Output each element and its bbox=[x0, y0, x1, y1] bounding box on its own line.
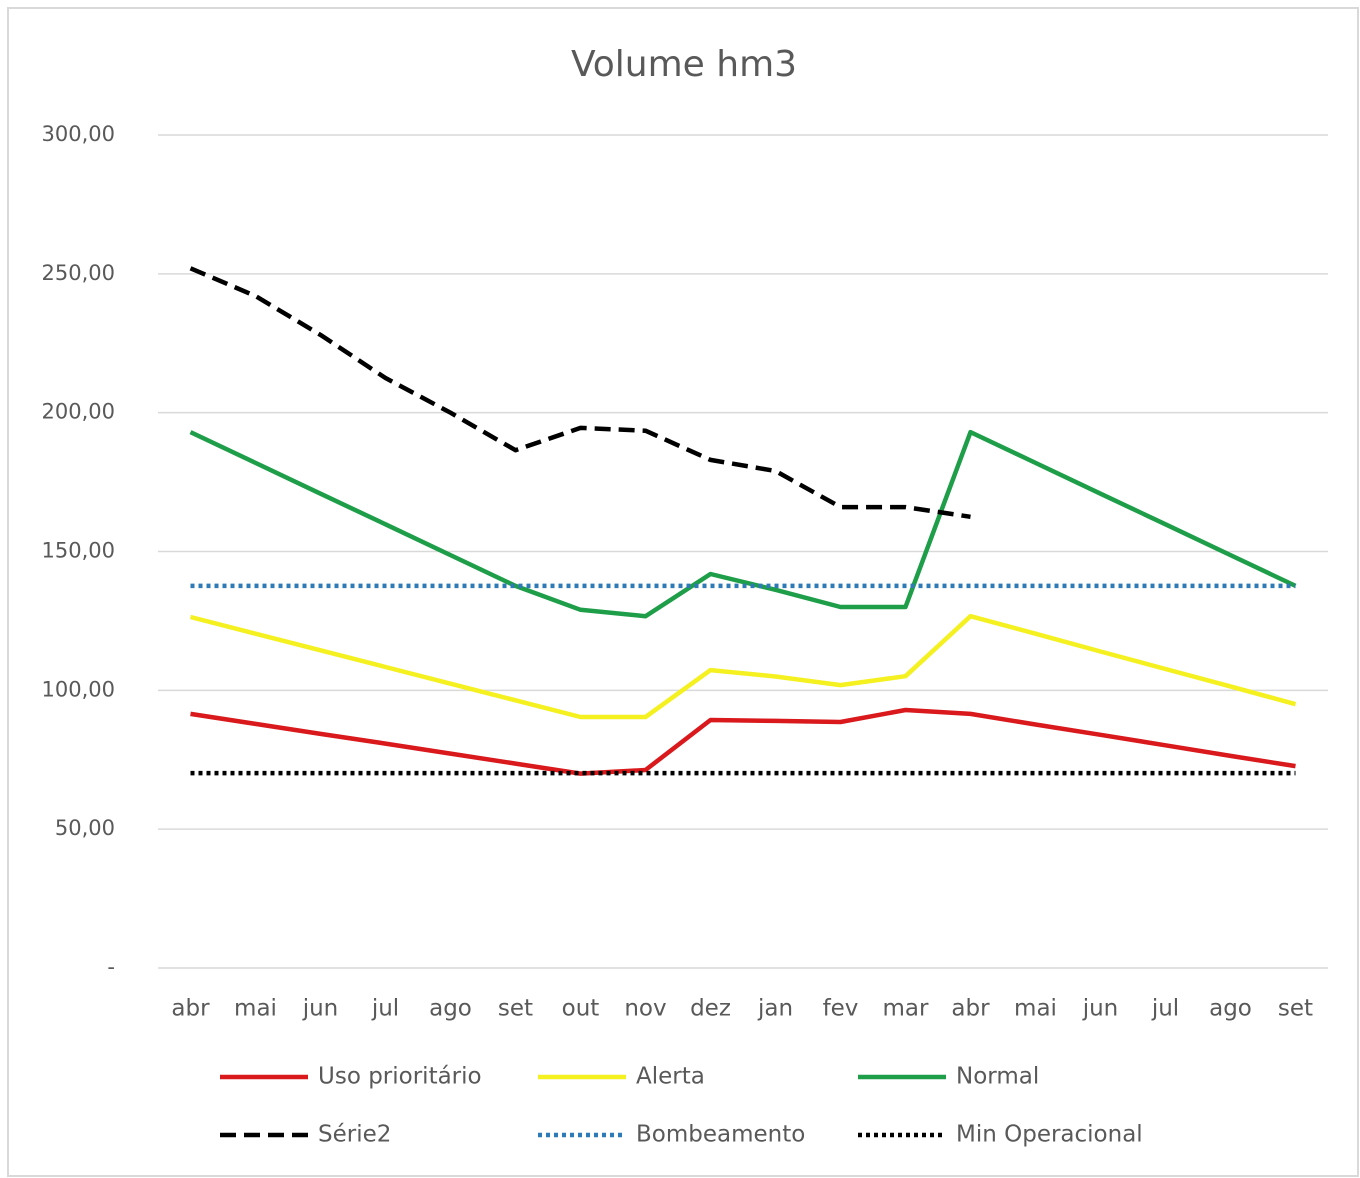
x-tick-label: jul bbox=[1151, 996, 1179, 1022]
chart-title: Volume hm3 bbox=[571, 44, 797, 85]
y-tick-label: 100,00 bbox=[42, 677, 115, 701]
y-tick-label: 300,00 bbox=[42, 122, 115, 146]
y-tick-label: 50,00 bbox=[55, 816, 115, 840]
x-tick-label: out bbox=[562, 996, 600, 1022]
x-tick-label: mar bbox=[883, 996, 929, 1022]
x-tick-label: mai bbox=[1014, 996, 1057, 1022]
x-tick-label: fev bbox=[823, 996, 859, 1022]
x-tick-label: jan bbox=[757, 996, 793, 1022]
legend-label: Série2 bbox=[318, 1122, 391, 1148]
series-line bbox=[189, 429, 1297, 619]
x-tick-label: jun bbox=[1082, 996, 1119, 1022]
y-tick-label: 250,00 bbox=[42, 261, 115, 285]
x-tick-label: abr bbox=[171, 996, 210, 1022]
series-line bbox=[189, 266, 971, 520]
legend-label: Normal bbox=[956, 1064, 1039, 1090]
y-tick-label: - bbox=[107, 955, 115, 979]
legend-label: Uso prioritário bbox=[318, 1064, 482, 1090]
y-tick-label: 150,00 bbox=[42, 539, 115, 563]
series-line bbox=[190, 707, 1296, 776]
x-tick-label: set bbox=[498, 996, 533, 1022]
x-tick-label: set bbox=[1278, 996, 1313, 1022]
x-tick-label: abr bbox=[951, 996, 990, 1022]
legend-label: Alerta bbox=[636, 1064, 705, 1090]
legend-label: Min Operacional bbox=[956, 1122, 1143, 1148]
x-tick-label: dez bbox=[690, 996, 731, 1022]
x-tick-label: mai bbox=[234, 996, 277, 1022]
x-tick-label: ago bbox=[1209, 996, 1252, 1022]
y-tick-label: 200,00 bbox=[42, 400, 115, 424]
x-tick-label: jun bbox=[302, 996, 339, 1022]
x-tick-label: nov bbox=[624, 996, 666, 1022]
x-tick-label: jul bbox=[371, 996, 399, 1022]
series-line bbox=[189, 613, 1297, 720]
legend-label: Bombeamento bbox=[636, 1122, 805, 1148]
x-tick-label: ago bbox=[429, 996, 472, 1022]
